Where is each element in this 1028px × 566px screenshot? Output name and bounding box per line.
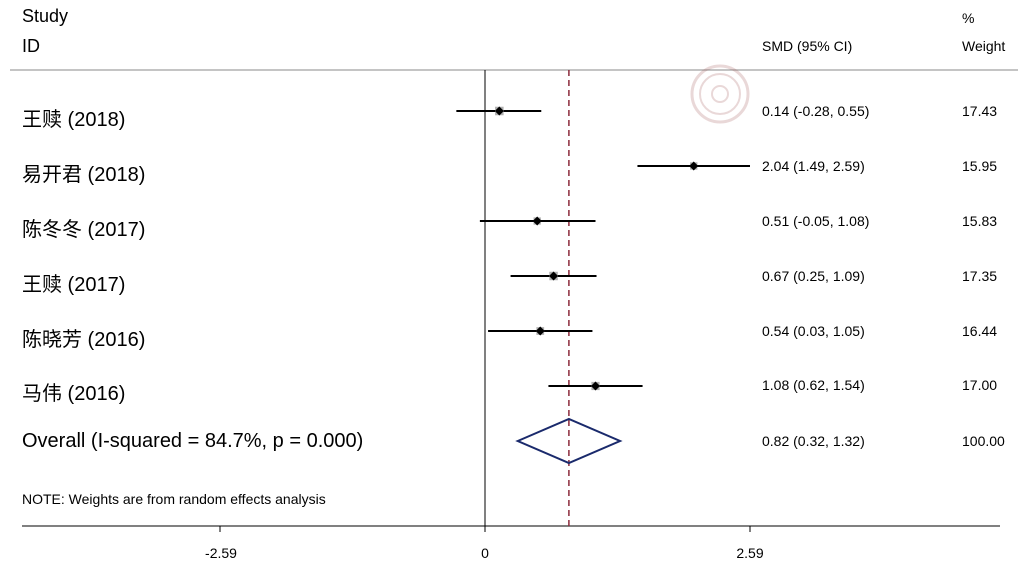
- x-tick-label: 0: [481, 545, 489, 561]
- point-estimate-marker: [535, 326, 545, 336]
- overall-weight-value: 100.00: [962, 433, 1005, 449]
- watermark-seal-icon: [690, 64, 750, 124]
- study-label: 王赎 (2018): [22, 109, 126, 131]
- ci-value: 0.51 (-0.05, 1.08): [762, 213, 870, 229]
- ci-value: 2.04 (1.49, 2.59): [762, 158, 865, 174]
- weight-value: 15.95: [962, 158, 998, 174]
- smd-header: SMD (95% CI): [762, 38, 853, 54]
- weight-value: 17.43: [962, 103, 998, 119]
- ci-value: 1.08 (0.62, 1.54): [762, 377, 865, 393]
- weight-value: 16.44: [962, 323, 998, 339]
- study-label: 陈晓芳 (2016): [22, 329, 146, 351]
- study-label: 陈冬冬 (2017): [22, 219, 146, 241]
- weights-note: NOTE: Weights are from random effects an…: [22, 491, 326, 507]
- weight-value: 17.00: [962, 377, 998, 393]
- point-estimate-marker: [494, 106, 504, 116]
- x-tick-label: 2.59: [736, 545, 764, 561]
- ci-value: 0.67 (0.25, 1.09): [762, 268, 865, 284]
- x-tick-label: -2.59: [205, 545, 237, 561]
- overall-diamond: [515, 417, 623, 465]
- weight-header: Weight: [962, 38, 1006, 54]
- study-header: Study: [22, 6, 69, 26]
- study-label: 马伟 (2016): [22, 383, 126, 405]
- ci-value: 0.54 (0.03, 1.05): [762, 323, 865, 339]
- overall-ci-value: 0.82 (0.32, 1.32): [762, 433, 865, 449]
- point-estimate-marker: [591, 381, 601, 391]
- ci-value: 0.14 (-0.28, 0.55): [762, 103, 870, 119]
- point-estimate-marker: [549, 271, 559, 281]
- study-label: 易开君 (2018): [22, 164, 146, 186]
- weight-value: 15.83: [962, 213, 998, 229]
- point-estimate-marker: [532, 216, 542, 226]
- study-label: 王赎 (2017): [22, 274, 126, 296]
- weight-value: 17.35: [962, 268, 998, 284]
- overall-label: Overall (I-squared = 84.7%, p = 0.000): [22, 430, 364, 452]
- point-estimate-marker: [689, 161, 699, 171]
- id-header: ID: [22, 36, 40, 56]
- percent-header: %: [962, 10, 975, 26]
